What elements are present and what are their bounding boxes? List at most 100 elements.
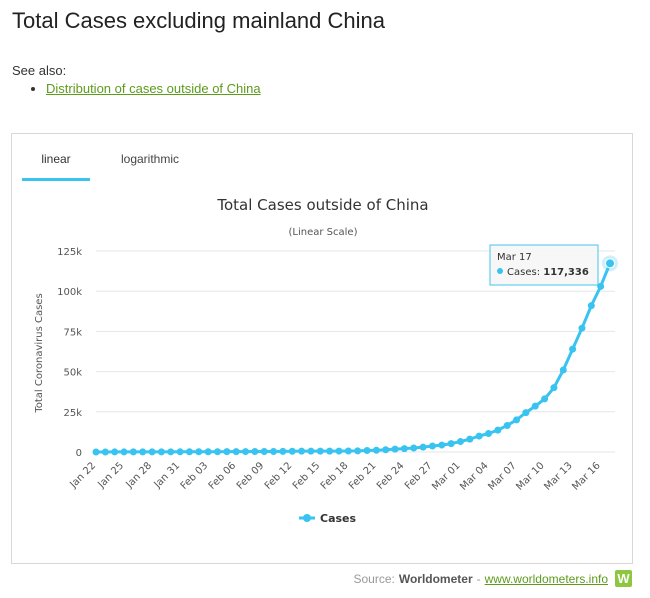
data-point[interactable] bbox=[466, 435, 474, 443]
data-point[interactable] bbox=[569, 345, 577, 353]
data-point[interactable] bbox=[475, 432, 483, 440]
data-point[interactable] bbox=[176, 448, 184, 456]
data-point[interactable] bbox=[494, 426, 502, 434]
data-point[interactable] bbox=[391, 445, 399, 453]
worldometers-link[interactable]: www.worldometers.info bbox=[484, 571, 608, 586]
tab-logarithmic[interactable]: logarithmic bbox=[120, 152, 180, 166]
data-point[interactable] bbox=[344, 447, 352, 455]
tooltip: Mar 17 Cases: 117,336 bbox=[489, 244, 599, 286]
data-point[interactable] bbox=[204, 448, 212, 456]
tooltip-value: 117,336 bbox=[543, 267, 589, 278]
x-tick-label: Feb 12 bbox=[263, 460, 295, 492]
worldometer-w-logo-icon[interactable]: W bbox=[615, 570, 632, 587]
data-point[interactable] bbox=[335, 447, 343, 455]
y-tick-label: 0 bbox=[76, 448, 82, 459]
y-tick-label: 50k bbox=[63, 368, 82, 379]
data-point[interactable] bbox=[363, 447, 371, 455]
x-tick-label: Mar 10 bbox=[514, 460, 546, 492]
distribution-cases-link[interactable]: Distribution of cases outside of China bbox=[46, 81, 261, 96]
data-point[interactable] bbox=[531, 402, 539, 410]
data-point[interactable] bbox=[605, 258, 615, 269]
data-point[interactable] bbox=[550, 384, 558, 392]
data-point[interactable] bbox=[326, 447, 334, 455]
data-point[interactable] bbox=[485, 430, 493, 438]
source-line: Source: Worldometer - www.worldometers.i… bbox=[353, 570, 632, 587]
data-point[interactable] bbox=[185, 448, 193, 456]
data-point[interactable] bbox=[92, 448, 100, 456]
data-point[interactable] bbox=[503, 421, 511, 429]
tab-linear[interactable]: linear bbox=[22, 144, 90, 181]
tooltip-date: Mar 17 bbox=[497, 252, 532, 263]
tooltip-box bbox=[489, 244, 599, 286]
data-point[interactable] bbox=[167, 448, 175, 456]
y-tick-label: 75k bbox=[63, 327, 82, 338]
x-tick-label: Feb 06 bbox=[207, 460, 239, 492]
x-tick-label: Mar 01 bbox=[430, 460, 462, 492]
data-point[interactable] bbox=[157, 448, 165, 456]
data-point[interactable] bbox=[372, 446, 380, 454]
data-point[interactable] bbox=[438, 441, 446, 449]
x-tick-label: Jan 25 bbox=[96, 460, 127, 491]
x-tick-label: Feb 15 bbox=[291, 460, 323, 492]
data-point[interactable] bbox=[120, 448, 128, 456]
cases-series bbox=[92, 255, 618, 456]
data-point[interactable] bbox=[410, 444, 418, 452]
data-point[interactable] bbox=[559, 366, 567, 374]
x-tick-label: Mar 04 bbox=[458, 460, 490, 492]
data-point[interactable] bbox=[288, 447, 296, 455]
x-tick-label: Mar 07 bbox=[486, 460, 518, 492]
see-also-list: Distribution of cases outside of China bbox=[12, 81, 261, 96]
data-point[interactable] bbox=[400, 445, 408, 453]
data-point[interactable] bbox=[354, 447, 362, 455]
x-tick-label: Mar 16 bbox=[570, 460, 602, 492]
data-point[interactable] bbox=[260, 448, 268, 456]
grid-layer bbox=[96, 250, 615, 453]
data-point[interactable] bbox=[213, 448, 221, 456]
data-point[interactable] bbox=[139, 448, 147, 456]
data-point[interactable] bbox=[195, 448, 203, 456]
data-point[interactable] bbox=[251, 448, 259, 456]
data-point[interactable] bbox=[428, 442, 436, 450]
chart-subtitle: (Linear Scale) bbox=[289, 227, 358, 238]
data-point[interactable] bbox=[456, 438, 464, 446]
chart-card: Total Cases outside of China (Linear Sca… bbox=[11, 133, 633, 564]
data-point[interactable] bbox=[101, 448, 109, 456]
data-point[interactable] bbox=[382, 446, 390, 454]
data-point[interactable] bbox=[307, 447, 315, 455]
legend[interactable]: Cases bbox=[299, 512, 357, 525]
y-tick-label: 100k bbox=[57, 287, 82, 298]
source-separator: - bbox=[476, 571, 481, 586]
data-point[interactable] bbox=[513, 416, 521, 424]
legend-marker-swatch bbox=[303, 514, 311, 522]
x-tick-label: Feb 09 bbox=[235, 460, 267, 492]
see-also-label: See also: bbox=[12, 63, 67, 78]
data-point[interactable] bbox=[242, 448, 250, 456]
see-also-item: Distribution of cases outside of China bbox=[46, 81, 261, 96]
data-point[interactable] bbox=[419, 443, 427, 451]
data-point[interactable] bbox=[316, 447, 324, 455]
x-tick-label: Jan 31 bbox=[152, 460, 183, 491]
data-point[interactable] bbox=[541, 395, 549, 403]
data-point[interactable] bbox=[522, 409, 530, 417]
data-point[interactable] bbox=[597, 282, 605, 290]
legend-label-cases: Cases bbox=[320, 512, 357, 525]
chart-title: Total Cases outside of China bbox=[216, 196, 428, 214]
data-point[interactable] bbox=[298, 447, 306, 455]
y-tick-label: 125k bbox=[57, 247, 82, 258]
data-point[interactable] bbox=[270, 447, 278, 455]
data-point[interactable] bbox=[148, 448, 156, 456]
data-point[interactable] bbox=[129, 448, 137, 456]
data-point[interactable] bbox=[578, 324, 586, 332]
source-label: Source: bbox=[353, 571, 395, 586]
source-brand: Worldometer bbox=[398, 571, 473, 586]
x-tick-label: Feb 03 bbox=[179, 460, 211, 492]
data-point[interactable] bbox=[223, 448, 231, 456]
data-point[interactable] bbox=[232, 448, 240, 456]
data-point[interactable] bbox=[111, 448, 119, 456]
tooltip-series-name: Cases bbox=[507, 267, 537, 278]
data-point[interactable] bbox=[447, 440, 455, 448]
chart-svg: Total Cases outside of China (Linear Sca… bbox=[34, 196, 618, 525]
data-point[interactable] bbox=[587, 302, 595, 310]
tooltip-series-line: Cases: 117,336 bbox=[507, 267, 589, 278]
data-point[interactable] bbox=[279, 447, 287, 455]
